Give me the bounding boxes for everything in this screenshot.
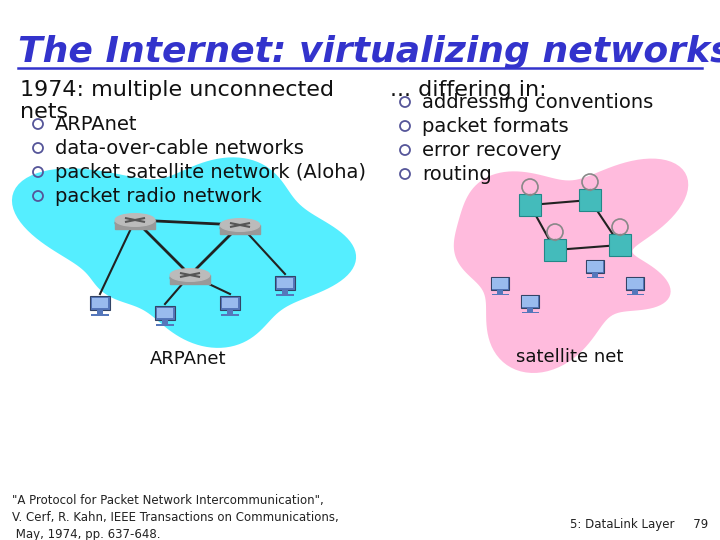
Text: satellite net: satellite net bbox=[516, 348, 624, 366]
Bar bbox=[522, 296, 538, 307]
Text: ... differing in:: ... differing in: bbox=[390, 80, 546, 100]
Text: addressing conventions: addressing conventions bbox=[422, 92, 653, 111]
Bar bbox=[220, 225, 260, 234]
Bar bbox=[228, 310, 233, 314]
Bar bbox=[587, 276, 603, 279]
Bar bbox=[156, 324, 174, 326]
Bar bbox=[498, 291, 503, 294]
Bar bbox=[609, 234, 631, 256]
Text: 5: DataLink Layer     79: 5: DataLink Layer 79 bbox=[570, 518, 708, 531]
Bar bbox=[632, 291, 637, 294]
Bar bbox=[97, 310, 103, 314]
Text: ARPAnet: ARPAnet bbox=[55, 114, 138, 133]
Bar bbox=[162, 320, 168, 324]
Text: packet satellite network (Aloha): packet satellite network (Aloha) bbox=[55, 163, 366, 181]
Bar bbox=[528, 308, 533, 312]
Bar bbox=[492, 279, 508, 288]
Text: "A Protocol for Packet Network Intercommunication",
V. Cerf, R. Kahn, IEEE Trans: "A Protocol for Packet Network Intercomm… bbox=[12, 494, 338, 540]
Text: routing: routing bbox=[422, 165, 492, 184]
Bar bbox=[222, 298, 238, 308]
Bar bbox=[221, 314, 239, 315]
Bar bbox=[170, 275, 210, 284]
Text: data-over-cable networks: data-over-cable networks bbox=[55, 138, 304, 158]
Text: 1974: multiple unconnected: 1974: multiple unconnected bbox=[20, 80, 334, 100]
Bar bbox=[521, 312, 539, 313]
Bar bbox=[544, 239, 566, 261]
Bar bbox=[115, 220, 155, 229]
Ellipse shape bbox=[220, 222, 260, 234]
Text: packet radio network: packet radio network bbox=[55, 186, 262, 206]
Polygon shape bbox=[454, 159, 688, 373]
Ellipse shape bbox=[170, 272, 210, 284]
Bar bbox=[92, 298, 108, 308]
Ellipse shape bbox=[115, 214, 155, 226]
Ellipse shape bbox=[115, 217, 155, 230]
Bar bbox=[220, 296, 240, 310]
Bar bbox=[157, 308, 173, 319]
Bar bbox=[626, 276, 644, 291]
Text: ARPAnet: ARPAnet bbox=[150, 350, 226, 368]
Bar bbox=[155, 306, 175, 320]
Bar bbox=[588, 261, 603, 272]
Ellipse shape bbox=[220, 219, 260, 231]
Bar bbox=[492, 294, 508, 295]
Bar bbox=[91, 314, 109, 315]
Bar bbox=[490, 276, 509, 291]
Bar bbox=[90, 296, 110, 310]
Bar bbox=[277, 278, 293, 288]
Text: The Internet: virtualizing networks: The Internet: virtualizing networks bbox=[18, 35, 720, 69]
Bar bbox=[519, 194, 541, 216]
Bar bbox=[627, 279, 643, 288]
Ellipse shape bbox=[170, 269, 210, 281]
Bar bbox=[579, 189, 601, 211]
Bar bbox=[593, 273, 598, 276]
Bar bbox=[276, 294, 294, 295]
Bar bbox=[282, 290, 288, 294]
Bar bbox=[585, 260, 604, 273]
Bar bbox=[521, 295, 539, 308]
Text: nets: nets bbox=[20, 102, 68, 122]
Bar bbox=[626, 294, 644, 295]
Text: error recovery: error recovery bbox=[422, 140, 562, 159]
Bar bbox=[275, 276, 295, 290]
Text: packet formats: packet formats bbox=[422, 117, 569, 136]
Polygon shape bbox=[12, 157, 356, 348]
